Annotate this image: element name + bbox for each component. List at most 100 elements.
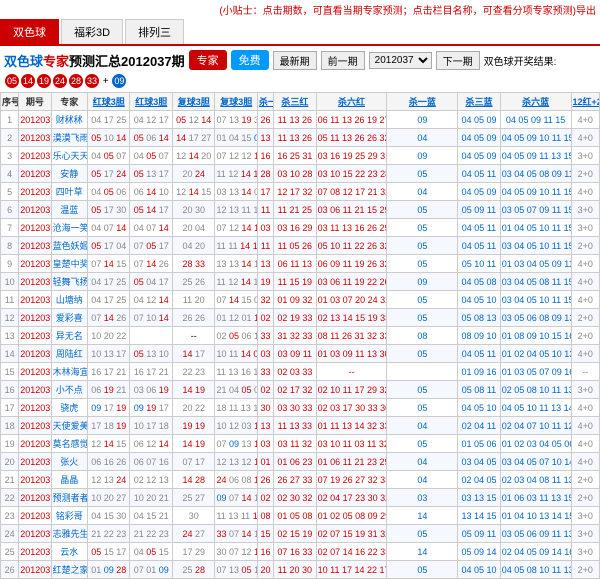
cell: 周陆红	[51, 345, 87, 363]
col-header[interactable]: 12红+2蓝	[571, 93, 599, 111]
latest-button[interactable]: 最新期	[273, 51, 317, 70]
cell: 01 03 05 07 09 16	[500, 363, 571, 381]
cell: 03 04 05 10 11 15	[500, 237, 571, 255]
header-link[interactable]: 复球3胆	[220, 97, 252, 107]
cell: 04 05 09	[458, 111, 500, 129]
cell: 09 07 14 13 10 15	[215, 489, 257, 507]
cell: 13	[257, 255, 273, 273]
table-row: 42012037安静05 17 2405 13 1720 2411 12 14 …	[1, 165, 600, 183]
cell: 07 14 15 04 14 15	[215, 291, 257, 309]
cell: 2012037	[19, 111, 51, 129]
cell: 2+0	[571, 165, 599, 183]
cell: 04 07 14	[88, 219, 130, 237]
cell: 25 28	[172, 561, 214, 579]
col-header: 序号	[1, 93, 19, 111]
cell: 04 05 06	[88, 183, 130, 201]
cell: 19	[1, 435, 19, 453]
header-link[interactable]: 杀六蓝	[522, 97, 549, 107]
period-select[interactable]: 2012037	[369, 52, 432, 69]
cell: 10 20 21	[130, 489, 172, 507]
col-header[interactable]: 红球3胆	[88, 93, 130, 111]
cell: 06 14 10	[130, 183, 172, 201]
next-button[interactable]: 下一期	[436, 51, 480, 70]
header-link[interactable]: 杀三蓝	[465, 97, 492, 107]
cell: 25 26	[172, 273, 214, 291]
cell: 天使爱美	[51, 417, 87, 435]
tab-ssq[interactable]: 双色球	[0, 19, 59, 44]
cell: 6	[1, 201, 19, 219]
col-header[interactable]: 杀六蓝	[500, 93, 571, 111]
col-header[interactable]: 杀一蓝	[387, 93, 458, 111]
col-header[interactable]: 杀三蓝	[458, 93, 500, 111]
cell: 2+0	[571, 561, 599, 579]
cell: 2+0	[571, 471, 599, 489]
col-header[interactable]: 杀六红	[316, 93, 387, 111]
col-header[interactable]: 红球3胆	[130, 93, 172, 111]
cell: 11 12 14 14 16	[215, 165, 257, 183]
table-row: 102012037轻舞飞扬04 17 2505 04 1725 2611 12 …	[1, 273, 600, 291]
table-row: 132012037异无名10 20 22--02 05 06 15 12 133…	[1, 327, 600, 345]
col-header[interactable]: 复球3胆	[172, 93, 214, 111]
prev-button[interactable]: 前一期	[321, 51, 365, 70]
header-link[interactable]: 杀三红	[281, 97, 308, 107]
cell: 07 19 26 27 32 33	[316, 471, 387, 489]
cell: 04 12 17	[130, 111, 172, 129]
cell: 03 06 11 21 15 29	[316, 201, 387, 219]
cell: 24	[1, 525, 19, 543]
col-header[interactable]: 杀三红	[274, 93, 316, 111]
header-link[interactable]: 杀一蓝	[409, 97, 436, 107]
cell: 04 15 21	[130, 507, 172, 525]
cell: 07 12 14 14 16	[215, 219, 257, 237]
cell: 木林海宜	[51, 363, 87, 381]
free-button[interactable]: 免费	[231, 50, 269, 70]
cell: 04	[387, 453, 458, 471]
cell: 03 16 29	[274, 219, 316, 237]
cell: 18	[1, 417, 19, 435]
header-link[interactable]: 12红+2蓝	[573, 97, 600, 107]
cell: --	[316, 363, 387, 381]
cell: 03	[257, 219, 273, 237]
cell: 安静	[51, 165, 87, 183]
cell: 04 05 15	[130, 543, 172, 561]
cell: 04 05 09	[458, 129, 500, 147]
cell: 15	[257, 525, 273, 543]
title-bar: 双色球专家预测汇总2012037期 专家 免费 最新期 前一期 2012037 …	[0, 46, 600, 92]
cell: 05	[387, 237, 458, 255]
cell: 01 06 11 21 23 29	[316, 453, 387, 471]
cell: 07 17	[172, 453, 214, 471]
table-row: 112012037山塘纳04 17 2504 12 1411 2007 14 1…	[1, 291, 600, 309]
cell: 05 04 17	[130, 273, 172, 291]
cell: 03	[387, 489, 458, 507]
cell: 2012037	[19, 471, 51, 489]
cell: 2012037	[19, 219, 51, 237]
header-link[interactable]: 红球3胆	[93, 97, 125, 107]
tab-fc3d[interactable]: 福彩3D	[61, 19, 123, 44]
cell: 03 05 06 09 11 13	[500, 525, 571, 543]
cell: 22	[1, 489, 19, 507]
header-link[interactable]: 杀一红	[259, 97, 274, 107]
tab-pl3[interactable]: 排列三	[125, 19, 184, 44]
cell: 05	[387, 345, 458, 363]
cell: 4+0	[571, 453, 599, 471]
cell: 05	[387, 291, 458, 309]
cell: 24 27	[172, 525, 214, 543]
table-row: 202012037张火06 16 2606 07 1607 1712 13 12…	[1, 453, 600, 471]
col-header[interactable]: 复球3胆	[215, 93, 257, 111]
col-header[interactable]: 杀一红	[257, 93, 273, 111]
cell: 漠漠飞雨	[51, 129, 87, 147]
cell: 04 05 11	[458, 237, 500, 255]
expert-button[interactable]: 专家	[189, 50, 227, 70]
cell: 9	[1, 255, 19, 273]
header-link[interactable]: 杀六红	[338, 97, 365, 107]
cell: 14	[387, 507, 458, 525]
cell: 33	[257, 327, 273, 345]
header-link[interactable]: 复球3胆	[178, 97, 210, 107]
cell: 2012037	[19, 381, 51, 399]
header-link[interactable]: 红球3胆	[135, 97, 167, 107]
cell: 03 06 19	[130, 381, 172, 399]
cell: 11 13 11 14 07 08	[215, 507, 257, 525]
cell: 12 14 15	[88, 435, 130, 453]
cell: 30 07 12 14 15	[215, 543, 257, 561]
cell: 02 12 13	[130, 471, 172, 489]
cell: 01	[257, 453, 273, 471]
